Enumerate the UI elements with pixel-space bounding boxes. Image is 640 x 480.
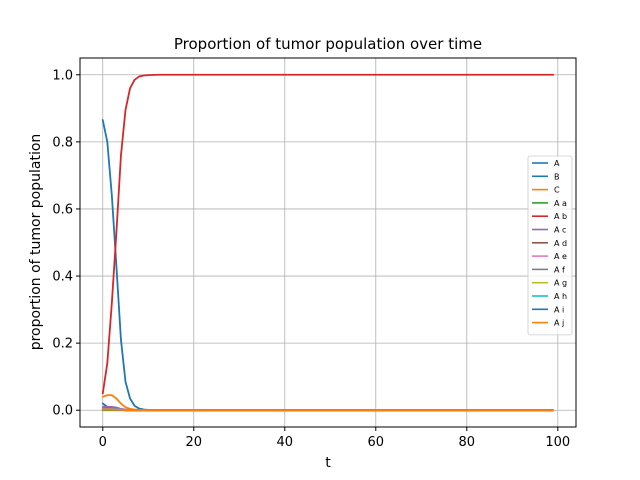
y-axis: 0.0 0.2 0.4 0.6 0.8 1.0: [52, 68, 80, 419]
x-tick-label: 20: [185, 435, 202, 450]
x-tick-label: 40: [276, 435, 293, 450]
plot-frame: [79, 57, 577, 428]
series-line-a-j: [101, 408, 555, 412]
series-line-a: [101, 402, 555, 412]
y-tick-label: 0.6: [52, 202, 73, 217]
y-tick-label: 0.2: [52, 337, 73, 352]
legend-label: A i: [554, 305, 564, 314]
grid: [80, 58, 576, 427]
legend-label: A h: [554, 292, 567, 301]
legend-label: A j: [554, 319, 564, 328]
legend-label: A: [554, 159, 560, 168]
y-tick-label: 0.4: [52, 270, 73, 285]
x-tick-label: 100: [545, 435, 570, 450]
legend-label: A f: [554, 265, 565, 274]
legend-label: C: [554, 186, 560, 195]
legend-label: A d: [554, 239, 567, 248]
x-tick-label: 60: [368, 435, 385, 450]
x-tick-label: 0: [99, 435, 107, 450]
y-tick-label: 0.8: [52, 135, 73, 150]
x-tick-label: 80: [459, 435, 476, 450]
legend-label: B: [554, 172, 560, 181]
x-axis: 0 20 40 60 80 100: [99, 427, 570, 450]
legend: ABC A a A b A c A d A e A f A g A h A i A j: [527, 155, 573, 336]
legend-label: A a: [554, 199, 567, 208]
chart-title: Proportion of tumor population over time: [174, 35, 482, 53]
legend-label: A b: [554, 212, 567, 221]
y-axis-label: proportion of tumor population: [28, 134, 44, 351]
series-line-c: [101, 394, 555, 412]
legend-label: A e: [554, 252, 567, 261]
y-tick-label: 1.0: [52, 68, 73, 83]
legend-label: A c: [554, 226, 566, 235]
x-axis-label: t: [325, 455, 331, 471]
series-line-b: [101, 119, 555, 412]
series-line-a-b: [101, 73, 555, 395]
y-tick-label: 0.0: [52, 404, 73, 419]
legend-label: A g: [554, 279, 567, 288]
plot-lines: [101, 73, 555, 412]
legend-box: [527, 155, 573, 336]
